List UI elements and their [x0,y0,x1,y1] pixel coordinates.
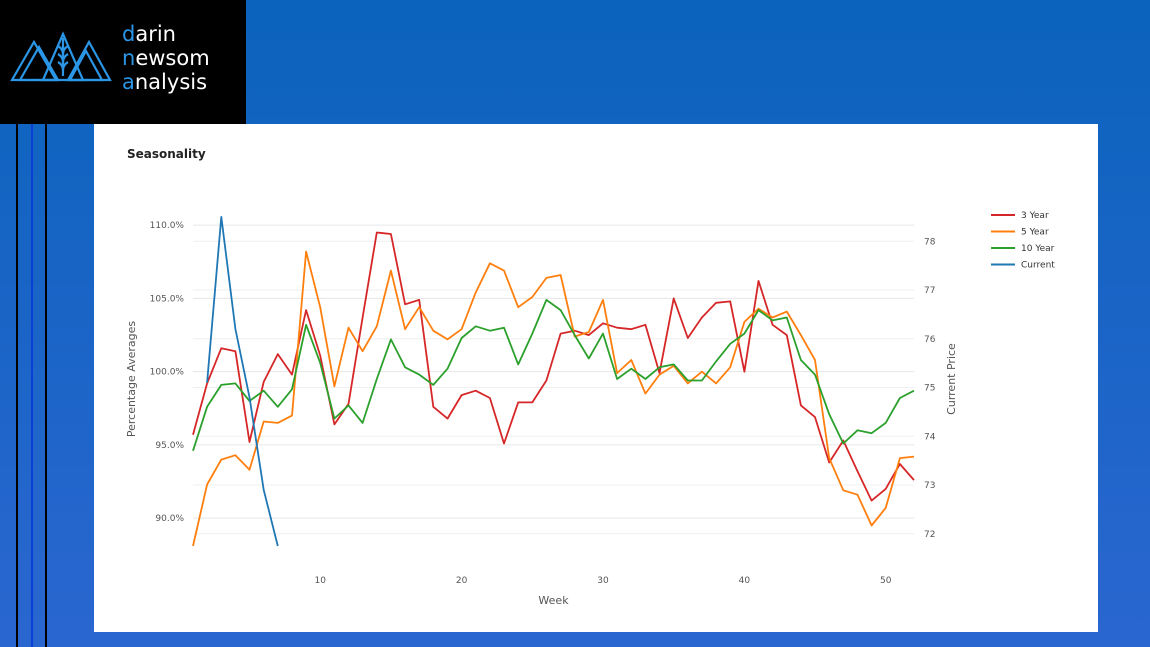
card-title: Seasonality [127,147,206,161]
series-line [192,231,915,502]
legend-label: 3 Year [1021,211,1049,221]
brand-word: ewsom [135,46,210,70]
y-axis-title: Percentage Averages [125,321,138,438]
decorative-line [45,124,47,647]
y2-tick-label: 78 [924,237,936,247]
decorative-line [16,124,18,647]
series-line [206,216,279,547]
y2-tick-label: 72 [924,530,935,540]
legend-label: 5 Year [1021,228,1049,238]
x-tick-label: 30 [597,576,609,586]
y2-tick-label: 75 [924,384,935,394]
wheat-mountain-logo-icon [10,31,112,82]
y-tick-label: 100.0% [150,368,185,378]
y-tick-label: 90.0% [155,514,184,524]
brand-initial: d [122,22,136,46]
y-tick-label: 110.0% [150,221,185,231]
y2-tick-label: 76 [924,335,936,345]
decorative-line [31,124,33,647]
x-tick-label: 10 [315,576,327,586]
y2-tick-label: 73 [924,481,935,491]
brand-initial: n [122,46,136,70]
y-tick-label: 95.0% [155,441,184,451]
brand-word: nalysis [134,70,208,94]
x-axis-title: Week [538,594,569,607]
y2-tick-label: 77 [924,286,935,296]
brand-word: arin [135,22,176,46]
chart-card: Seasonality 90.0% 95.0% 100.0% 105.0% 110.0%… [94,124,1098,632]
y-tick-label: 105.0% [150,294,185,304]
seasonality-chart: 90.0% 95.0% 100.0% 105.0% 110.0% 72 73 74 75 76 77… [125,211,1055,607]
legend-label: 10 Year [1021,244,1055,254]
brand-logo: darin newsom analysis [0,0,246,124]
brand-initial: a [122,70,135,94]
x-tick-label: 50 [880,576,892,586]
brand-name: darin newsom analysis [122,22,210,94]
series-line [192,250,915,547]
x-tick-label: 20 [456,576,468,586]
y2-tick-label: 74 [924,432,936,442]
x-tick-label: 40 [739,576,751,586]
y2-axis-title: Current Price [945,343,958,415]
series-line [192,298,915,452]
legend-label: Current [1021,261,1055,271]
